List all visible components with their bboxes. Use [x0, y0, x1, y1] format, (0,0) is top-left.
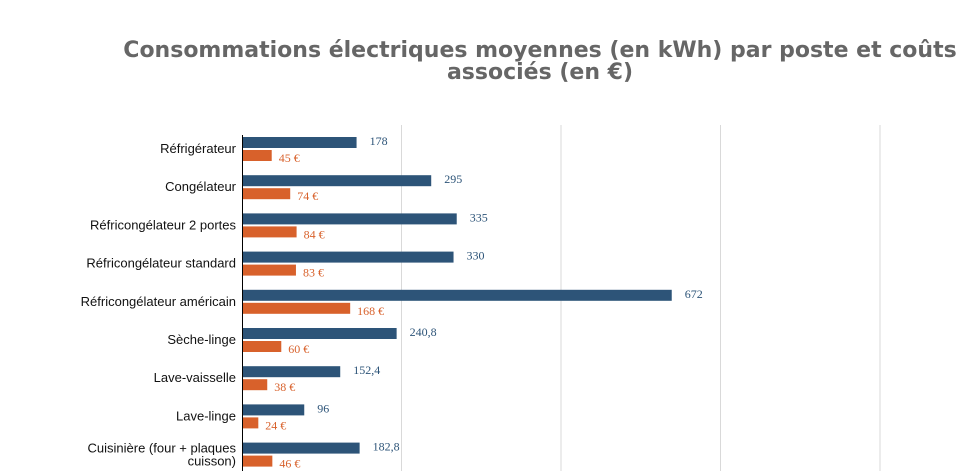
- bar-eur: [243, 455, 273, 467]
- data-label-eur: 46 €: [279, 457, 300, 471]
- data-label-kwh: 96: [317, 401, 329, 415]
- bar-eur: [243, 264, 296, 276]
- data-label-eur: 168 €: [357, 304, 384, 318]
- data-label-kwh: 178: [370, 134, 388, 148]
- data-label-eur: 60 €: [288, 342, 309, 356]
- bar-eur: [243, 417, 259, 429]
- data-label-kwh: 330: [467, 249, 485, 263]
- category-label: Lave-vaisselle: [154, 370, 236, 385]
- data-label-kwh: 240,8: [410, 325, 437, 339]
- data-label-kwh: 672: [685, 287, 703, 301]
- bar-kwh: [243, 213, 457, 225]
- bar-kwh: [243, 175, 432, 187]
- bar-kwh: [243, 404, 305, 416]
- bar-eur: [243, 226, 297, 238]
- bar-eur: [243, 379, 268, 391]
- data-label-kwh: 335: [470, 210, 488, 224]
- category-label: Réfrigérateur: [160, 141, 237, 156]
- bar-eur: [243, 150, 272, 161]
- chart-title: Consommations électriques moyennes (en k…: [123, 38, 957, 85]
- data-label-eur: 45 €: [279, 151, 300, 165]
- category-label: Cuisinière (four + plaques cuisson): [88, 441, 237, 469]
- bar-eur: [243, 341, 282, 352]
- category-label: Réfricongélateur standard: [86, 256, 236, 271]
- bar-kwh: [243, 137, 357, 148]
- category-label: Congélateur: [165, 179, 236, 194]
- category-label: Réfricongélateur 2 portes: [90, 217, 236, 232]
- data-label-eur: 38 €: [274, 380, 295, 394]
- data-label-eur: 24 €: [265, 418, 286, 432]
- bar-kwh: [243, 328, 397, 339]
- category-label: Lave-linge: [176, 408, 236, 423]
- bar-eur: [243, 188, 291, 200]
- category-label: Réfricongélateur américain: [81, 294, 236, 309]
- category-label: Sèche-linge: [167, 332, 236, 347]
- bar-kwh: [243, 289, 672, 301]
- bar-kwh: [243, 251, 454, 263]
- data-label-kwh: 295: [444, 172, 462, 186]
- bar-kwh: [243, 366, 341, 378]
- bar-eur: [243, 302, 351, 314]
- data-label-kwh: 182,8: [373, 440, 400, 454]
- data-label-kwh: 152,4: [353, 363, 380, 377]
- bar-kwh: [243, 442, 360, 454]
- data-label-eur: 84 €: [304, 227, 325, 241]
- data-label-eur: 74 €: [297, 189, 318, 203]
- data-label-eur: 83 €: [303, 266, 324, 280]
